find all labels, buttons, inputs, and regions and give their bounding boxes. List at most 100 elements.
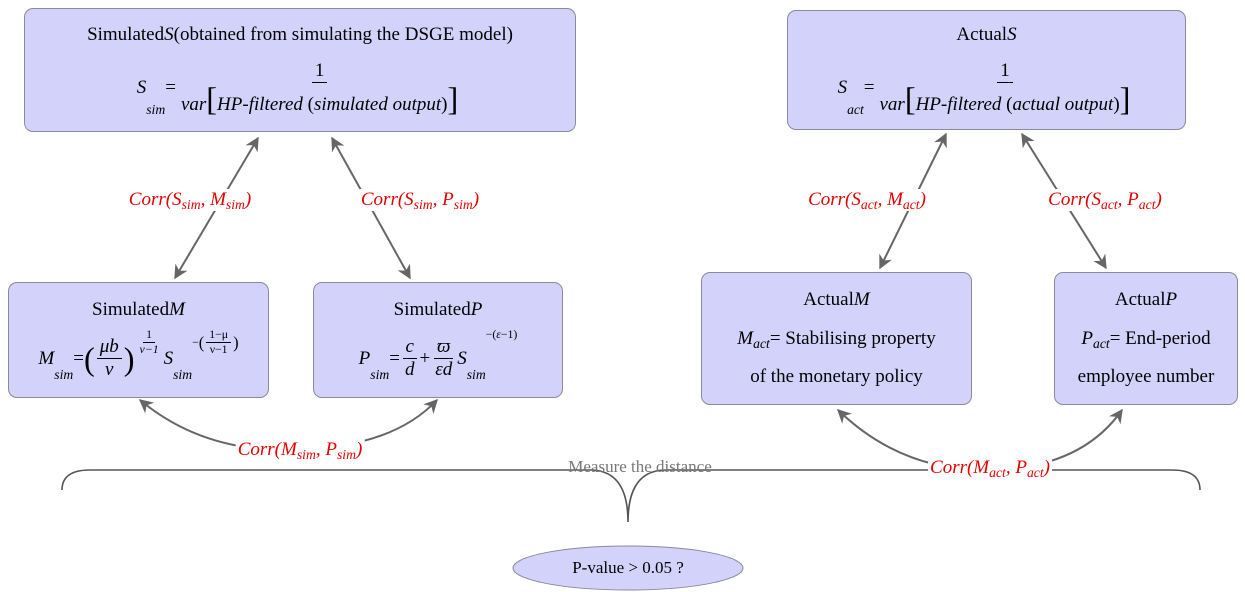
subscript: act [847,101,864,117]
text: − [192,335,199,349]
subscript: sim [336,447,356,462]
text: = [863,76,875,98]
superscript: 1 ν−1 [135,328,164,357]
subscript: sim [173,367,193,383]
node-line: of the monetary policy [750,366,923,388]
text: 1 [1000,59,1010,81]
symbol: , M [877,189,903,210]
symbol: S [1007,24,1017,46]
superscript: −(ε −1) [486,328,518,342]
symbol: P [1081,327,1093,349]
symbol: Corr(M [237,439,297,460]
bracket: ) [233,332,239,352]
subscript: sim [370,367,390,383]
brace [61,469,1201,523]
symbol: simulated output [313,94,442,116]
bracket: ] [447,81,459,118]
symbol: c [405,336,414,358]
symbol: HP-filtered [217,94,303,116]
subscript: sim [225,197,245,212]
numerator: 1 [997,60,1013,83]
symbol: ) [919,189,926,210]
denominator: εd [432,359,455,381]
symbol: , P [315,439,337,460]
fraction: 1 var[HP-filtered (actual output)] [877,60,1134,116]
numerator: 1−μ [206,328,232,344]
symbol: , P [1117,189,1139,210]
brace-label: Measure the distance [568,457,712,476]
node-line: Actual S [956,24,1016,46]
symbol: P [1165,289,1178,311]
symbol: Corr(S [128,189,182,210]
text: ( [302,94,314,116]
text: 1−μ [209,328,229,342]
bracket: [ [904,80,916,117]
node-line: Simulated M [92,299,185,321]
bracket: ( [83,340,95,377]
denominator: var[HP-filtered (actual output)] [877,83,1134,116]
symbol: var [180,94,207,116]
subscript: sim [296,447,316,462]
subscript: sim [146,102,166,118]
symbol: HP-filtered [915,93,1002,115]
symbol: εd [435,359,453,381]
symbol: ε [496,328,501,342]
symbol: M [853,289,870,311]
symbol: d [404,359,415,381]
text: −( [485,328,497,342]
symbol: S [837,76,848,98]
subscript: sim [181,197,201,212]
numerator: c [402,336,417,360]
subscript: act [1026,465,1044,480]
fraction: 1−μ ν−1 [206,328,232,357]
symbol: Corr(M [930,457,990,478]
symbol: P [470,298,483,320]
subscript: act [902,197,920,212]
fraction: ϖ εd [432,336,455,381]
symbol: ) [1043,457,1050,478]
node-line: Simulated S (obtained from simulating th… [87,24,513,46]
text: 1 [146,328,153,342]
text: Simulated [393,298,471,320]
symbol: M [38,347,55,369]
symbol: Corr(S [1048,189,1101,210]
denominator: ν [102,359,116,381]
numerator: 1 [143,328,156,344]
symbol: var [879,93,905,115]
text: of the monetary policy [750,365,923,387]
subscript: act [860,197,878,212]
text: −1) [500,328,518,342]
text: ) [1113,93,1120,115]
text: ( [1001,93,1013,115]
subscript: sim [54,367,74,383]
symbol: ν [105,359,114,381]
text: ) [441,94,448,116]
subscript: act [989,465,1006,480]
denominator: ν−1 [137,343,162,357]
bracket: ) [123,340,135,377]
node-line: employee number [1078,366,1215,388]
symbol: actual output [1012,93,1114,115]
text: Simulated [87,23,165,45]
symbol: M [737,327,754,349]
result-text: P-value > 0.05 ? [572,558,684,577]
symbol: Corr(S [360,189,414,210]
text: (obtained from simulating the DSGE model… [173,23,513,45]
symbol: ν−1 [139,343,159,357]
symbol: ) [244,189,252,210]
node-line: Simulated P [394,299,483,321]
symbol: S [164,23,174,45]
node-line: Actual P [1115,289,1177,311]
